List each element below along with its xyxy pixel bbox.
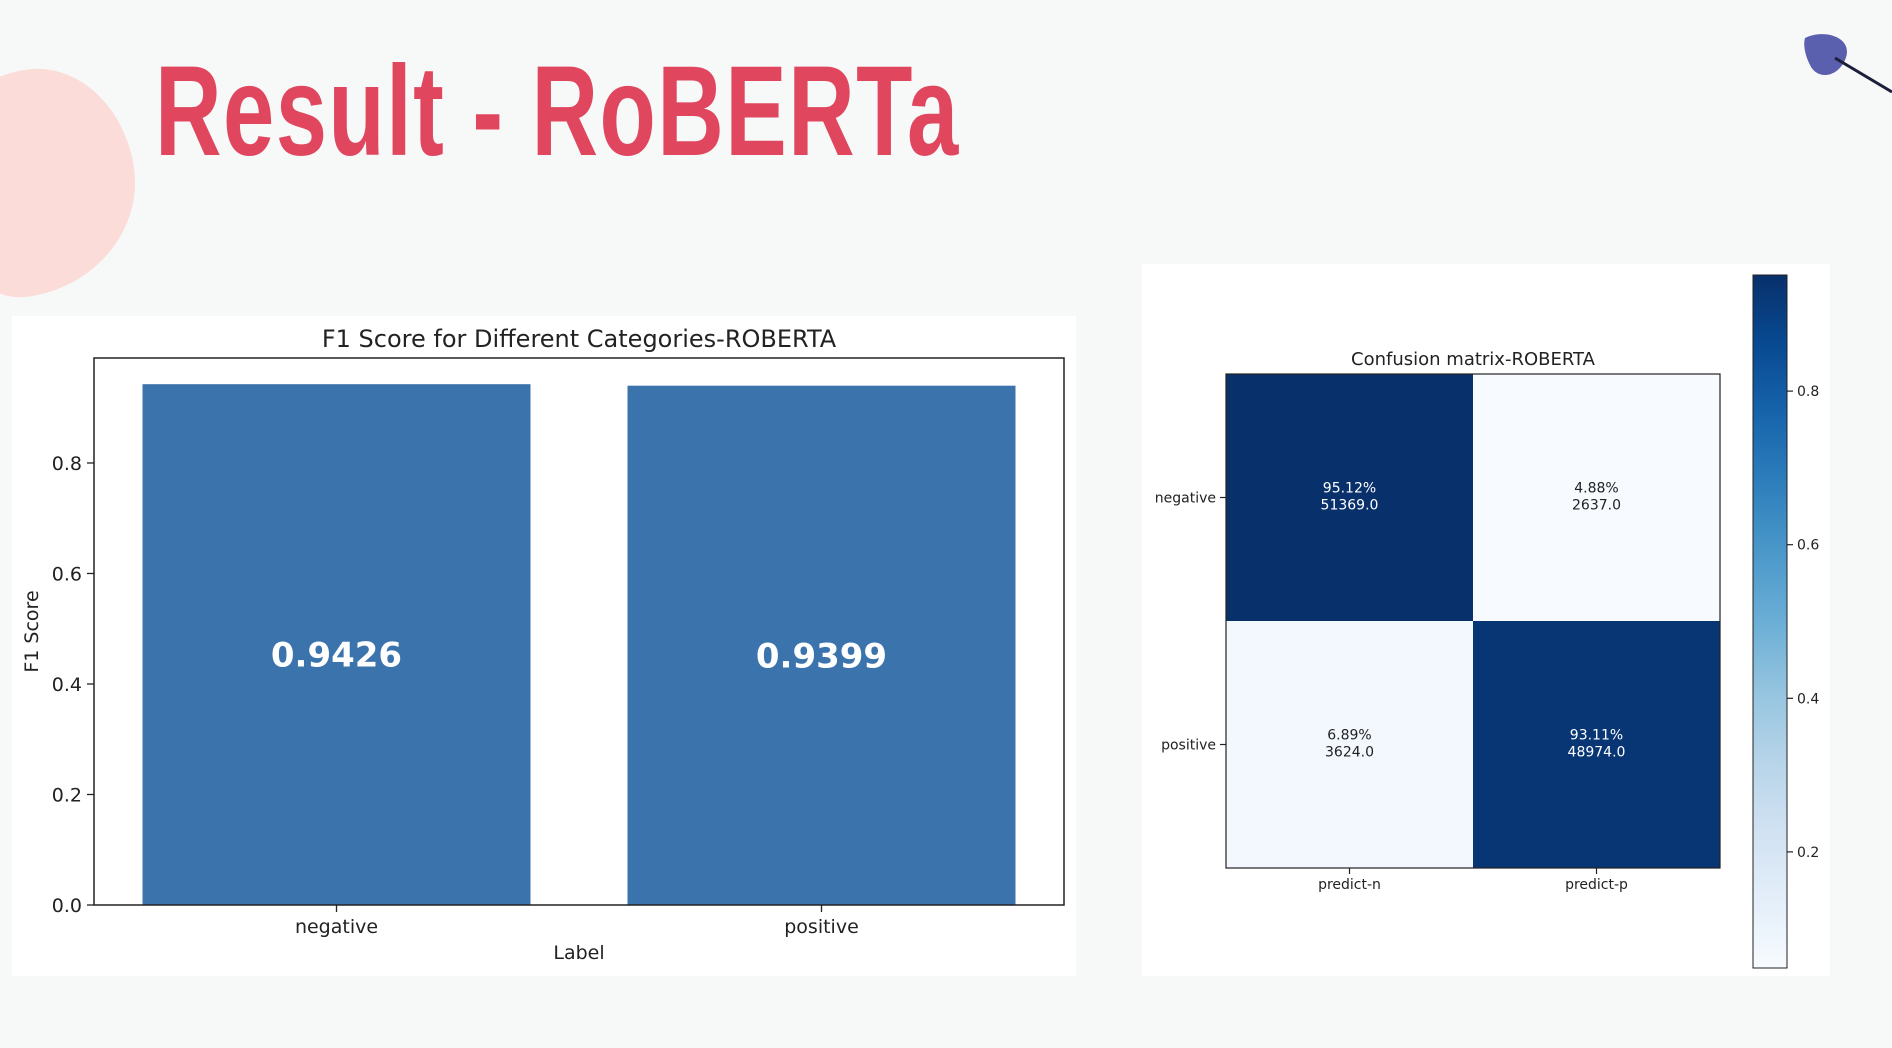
colorbar-tick-label: 0.2 bbox=[1797, 845, 1819, 861]
row-label: positive bbox=[1161, 738, 1216, 754]
decorative-blob bbox=[0, 56, 150, 309]
confusion-matrix-panel: Confusion matrix-ROBERTA 95.12% 51369.0 4.8… bbox=[1142, 264, 1830, 976]
chart-title: F1 Score for Different Categories-ROBERT… bbox=[322, 325, 837, 353]
y-axis-label: F1 Score bbox=[21, 590, 43, 672]
x-tick-label: positive bbox=[784, 916, 859, 938]
cell-percent-label: 6.89% bbox=[1327, 728, 1371, 744]
bar-negative bbox=[142, 384, 531, 905]
x-tick-label: negative bbox=[295, 916, 378, 938]
plot-frame bbox=[93, 357, 1065, 906]
bar-positive bbox=[627, 385, 1016, 905]
column-label: predict-n bbox=[1318, 877, 1381, 893]
heatmap-cell-positive-predict-n bbox=[1226, 621, 1473, 868]
y-tick-label: 0.8 bbox=[52, 453, 82, 475]
heatmap-cell-negative-predict-n bbox=[1226, 374, 1473, 621]
y-tick-label: 0.0 bbox=[52, 895, 82, 917]
y-tick-label: 0.6 bbox=[52, 563, 82, 585]
f1-chart-panel: 0.9426 negative 0.9399 positive 0.0 0.2 0.4 0.6… bbox=[12, 316, 1076, 976]
cell-percent-label: 4.88% bbox=[1574, 481, 1618, 497]
colorbar-tick-label: 0.8 bbox=[1797, 384, 1819, 400]
x-axis-label: Label bbox=[553, 942, 604, 964]
bar-value-label: 0.9399 bbox=[756, 636, 887, 676]
cell-count-label: 3624.0 bbox=[1325, 745, 1374, 761]
heatmap-frame bbox=[1225, 373, 1721, 869]
slide-title: Result - RoBERTa bbox=[155, 40, 960, 183]
f1-bar-chart: 0.9426 negative 0.9399 positive 0.0 0.2 0.4 0.6… bbox=[21, 325, 1065, 964]
colorbar bbox=[1752, 274, 1788, 969]
y-tick-label: 0.2 bbox=[52, 784, 82, 806]
heatmap-cell-positive-predict-p bbox=[1473, 621, 1720, 868]
heatmap-cell-negative-predict-p bbox=[1473, 374, 1720, 621]
colorbar-tick-label: 0.6 bbox=[1797, 538, 1819, 554]
cell-count-label: 2637.0 bbox=[1572, 498, 1621, 514]
colorbar-tick-label: 0.4 bbox=[1797, 691, 1819, 707]
column-label: predict-p bbox=[1565, 877, 1628, 893]
cell-percent-label: 93.11% bbox=[1570, 728, 1623, 744]
cell-count-label: 51369.0 bbox=[1321, 498, 1379, 514]
cell-percent-label: 95.12% bbox=[1323, 481, 1376, 497]
chart-title: Confusion matrix-ROBERTA bbox=[1351, 349, 1596, 370]
leaf-icon bbox=[1804, 34, 1892, 94]
cell-count-label: 48974.0 bbox=[1568, 745, 1626, 761]
confusion-matrix-chart: Confusion matrix-ROBERTA 95.12%51369.0 4.8… bbox=[1155, 274, 1819, 969]
y-tick-label: 0.4 bbox=[52, 674, 82, 696]
bar-value-label: 0.9426 bbox=[271, 636, 402, 676]
row-label: negative bbox=[1155, 491, 1216, 507]
